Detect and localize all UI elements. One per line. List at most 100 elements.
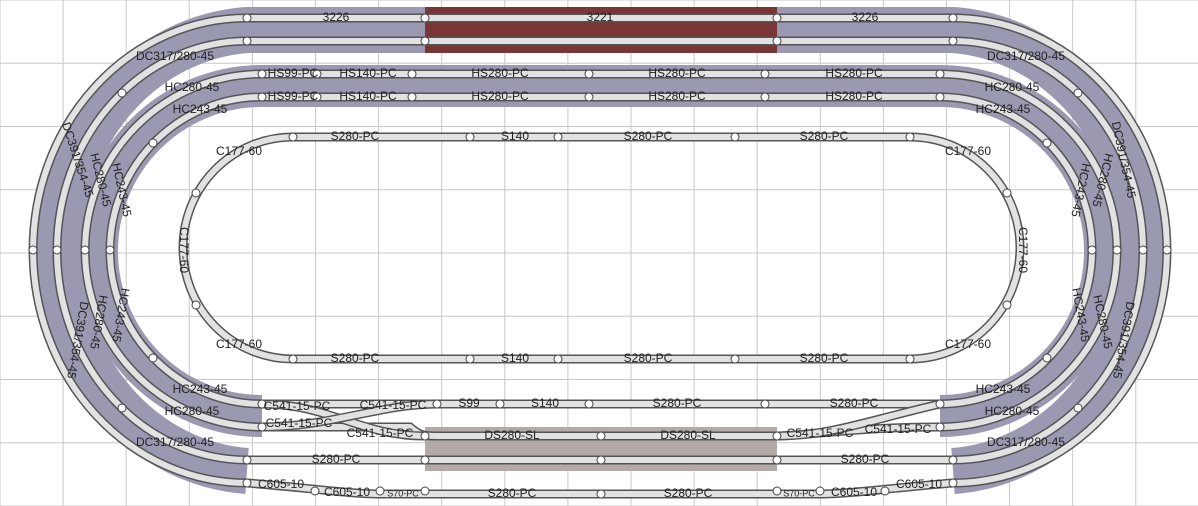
joint [420,13,430,23]
track-bed [82,71,1120,430]
track-label: HS280-PC [648,89,706,103]
track-label: C541-15-PC [266,416,333,430]
track-label: HS140-PC [339,89,397,103]
joint [242,13,252,23]
joint [596,455,606,465]
joint [948,455,958,465]
track-label: HS280-PC [471,66,529,80]
joint [760,92,770,102]
track-label: S280-PC [830,396,879,410]
track-label: 3226 [852,10,879,24]
track-label: S280-PC [488,486,537,500]
joint [242,478,252,488]
track-label: DS280-SL [660,428,716,442]
joint [1073,403,1083,413]
joint [420,455,430,465]
joint [432,399,442,409]
joint [191,188,201,198]
joint [935,399,945,409]
track-label: DS280-SL [484,428,540,442]
track-label: S280-PC [331,129,380,143]
joint [772,36,782,46]
track-label: HS280-PC [471,89,529,103]
track-label: S280-PC [841,452,890,466]
track-label: DC317/280-45 [987,49,1065,63]
track-bed [776,401,941,439]
joint [1087,245,1097,255]
track-label: HC243-45 [173,382,228,396]
joint [948,478,958,488]
joint [596,431,606,441]
track-label: HC243-45 [976,102,1031,116]
middle-baseboard [76,65,1126,437]
joint [105,245,115,255]
track-label: C605-10 [324,485,370,499]
joint [191,300,201,310]
joint [772,13,782,23]
track-label: S99 [458,396,480,410]
track-label: C605-10 [258,477,304,491]
joint [584,399,594,409]
joint [948,36,958,46]
joint [1162,245,1172,255]
track-label: S280-PC [624,351,673,365]
joint [760,69,770,79]
joint [553,132,563,142]
joint [242,455,252,465]
joint [288,354,298,364]
joint [375,486,385,496]
track-label: HC280-45 [165,404,220,418]
track-label: S280-PC [653,396,702,410]
track-label: C177-60 [216,337,262,351]
joint [905,354,915,364]
joint [420,431,430,441]
joint [948,13,958,23]
track-label: HS280-PC [825,89,883,103]
track-label: C541-15-PC [264,399,331,413]
joints [28,13,1172,499]
joint [1112,245,1122,255]
track-bed [30,15,1170,486]
track-label: S140 [531,396,559,410]
joint [1138,245,1148,255]
joint [312,69,322,79]
joint [257,399,267,409]
track-label: C177-60 [945,144,991,158]
track-label: S280-PC [624,129,673,143]
joint [80,245,90,255]
track-label: S140 [501,351,529,365]
joint [117,403,127,413]
joint [310,486,320,496]
track-label: DC317/280-45 [136,435,214,449]
joint [420,36,430,46]
joint [935,69,945,79]
joint [465,354,475,364]
joint [935,92,945,102]
track-label: C541-15-PC [787,426,854,440]
joint [730,354,740,364]
track-label: C541-15-PC [360,398,427,412]
joint [495,399,505,409]
track-label: HS140-PC [339,66,397,80]
joint [420,486,430,496]
track-label: C177-60 [177,227,191,273]
track-label: S280-PC [664,486,713,500]
track-label: C605-10 [896,477,942,491]
track-label: HC243-45 [976,382,1031,396]
joint [407,92,417,102]
track-label: HS99-PC [268,66,319,80]
track-label: HC280-45 [985,80,1040,94]
joint [288,132,298,142]
joint [584,92,594,102]
track-label: 3221 [587,10,614,24]
joint [312,92,322,102]
track-label: HS280-PC [648,66,706,80]
joint [880,486,890,496]
track-label: C177-60 [945,337,991,351]
joint [407,69,417,79]
joint [257,422,267,432]
track-label: C541-15-PC [347,426,414,440]
track-label: DC317/280-45 [136,49,214,63]
track-label: S280-PC [800,351,849,365]
